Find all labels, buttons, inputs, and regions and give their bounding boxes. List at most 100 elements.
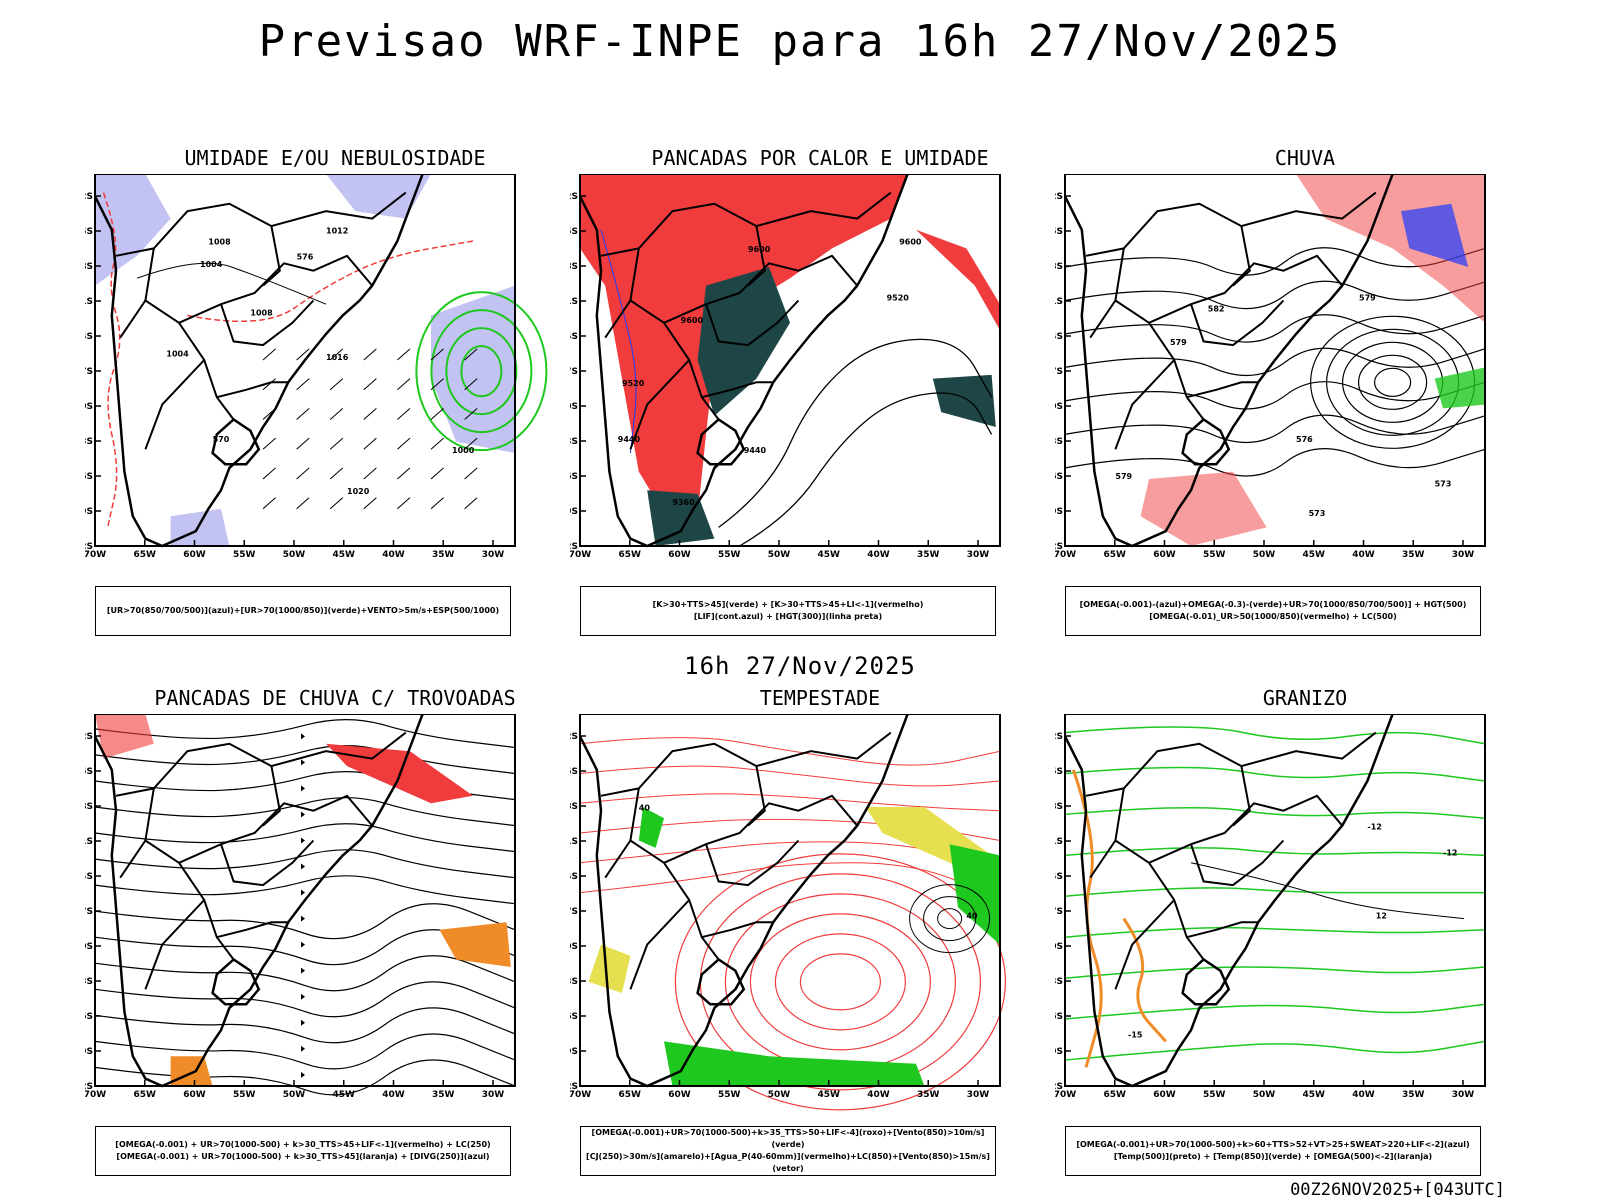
lon-label: 50W <box>768 550 791 560</box>
lat-label: 21S <box>1055 837 1063 847</box>
wind-vector <box>363 497 377 510</box>
legend-line: [OMEGA(-0.001)+UR>70(1000-500)+k>35_TTS>… <box>591 1128 985 1149</box>
lon-label: 45W <box>1303 1090 1326 1100</box>
contour-label: 9600 <box>681 316 704 325</box>
humidity-area <box>326 174 431 219</box>
country-border <box>144 248 235 421</box>
country-border <box>629 248 720 421</box>
country-border <box>144 788 235 961</box>
streamline <box>94 1033 516 1070</box>
lat-label: 36S <box>570 472 578 482</box>
contour-label: 1008 <box>250 308 273 317</box>
contour-label: 576 <box>297 253 314 262</box>
contour-label: 1012 <box>326 227 348 236</box>
thunder-area <box>95 714 154 759</box>
lon-label: 40W <box>382 1090 405 1100</box>
rain-area <box>1401 203 1469 267</box>
contour-label: 40 <box>639 804 651 813</box>
panel-title: CHUVA <box>1274 146 1336 170</box>
lat-label: 18S <box>1055 802 1063 812</box>
streamline <box>774 933 906 1031</box>
country-border <box>705 299 800 347</box>
country-border <box>1089 299 1117 339</box>
lon-label: 40W <box>867 550 890 560</box>
country-border <box>220 299 315 347</box>
contour-label: 1004 <box>200 260 223 269</box>
lat-label: 36S <box>1055 472 1063 482</box>
streamline <box>579 765 1001 787</box>
wind-vector <box>430 467 444 480</box>
wind-vector <box>329 497 344 510</box>
map-frame <box>94 174 516 547</box>
lon-label: 50W <box>283 550 306 560</box>
streamline-arrow <box>301 967 305 974</box>
country-border <box>211 957 261 1006</box>
country-border <box>220 839 315 887</box>
wind-area <box>664 1041 925 1086</box>
contour-label: 9440 <box>744 446 767 455</box>
lon-label: 40W <box>1352 550 1375 560</box>
wind-vector <box>909 884 991 954</box>
lat-label: 21S <box>1055 297 1063 307</box>
map-umidade: 1008 1004 1012 1016 1020 1008 1004 570 1000 576 12… <box>85 174 548 560</box>
wind-vector <box>464 378 478 391</box>
country-border <box>262 765 281 827</box>
streamline <box>94 797 516 827</box>
lon-label: 45W <box>818 1090 841 1100</box>
height-contour <box>1064 448 1486 477</box>
country-border <box>216 921 289 939</box>
temp-contour <box>1064 966 1486 979</box>
legend-line: [LIF](cont.azul) + [HGT(300)](linha pret… <box>693 612 883 621</box>
lat-label: 24S <box>570 872 578 882</box>
coastline <box>578 714 909 1088</box>
map-frame <box>1064 174 1486 547</box>
wind-vector <box>329 378 344 391</box>
lon-label: 40W <box>1352 1090 1375 1100</box>
wind-vector <box>397 348 411 361</box>
lon-label: 60W <box>183 550 206 560</box>
lon-label: 70W <box>1055 550 1076 560</box>
contour-label: 40 <box>966 912 978 921</box>
wind-vector <box>296 437 310 450</box>
thunder-area <box>439 922 511 967</box>
height-contour <box>1064 414 1486 444</box>
rain-area <box>1434 367 1485 409</box>
country-border <box>119 299 147 339</box>
lat-label: 36S <box>570 1012 578 1022</box>
lat-label: 27S <box>1055 907 1063 917</box>
lon-label: 70W <box>570 550 591 560</box>
country-border <box>144 359 205 450</box>
lat-label: 42S <box>85 1082 93 1092</box>
wind-vector <box>464 437 478 450</box>
country-border <box>747 765 766 827</box>
streamline-arrow <box>301 785 305 792</box>
lon-label: 60W <box>668 550 691 560</box>
wind-vector <box>363 378 377 391</box>
lon-label: 50W <box>1253 1090 1276 1100</box>
streamline-arrow <box>301 811 305 818</box>
lat-label: 33S <box>1055 437 1063 447</box>
lon-label: 60W <box>668 1090 691 1100</box>
lat-label: 30S <box>1055 942 1063 952</box>
lat-label: 24S <box>1055 872 1063 882</box>
lon-label: 65W <box>1104 550 1127 560</box>
lon-label: 30W <box>1452 550 1475 560</box>
lat-label: 39S <box>85 507 93 517</box>
lat-label: 30S <box>1055 402 1063 412</box>
country-border <box>1085 731 1377 797</box>
thickness-contour <box>187 240 474 323</box>
coastline <box>578 174 909 548</box>
height-contour <box>1064 280 1486 310</box>
country-border <box>262 225 281 287</box>
contour-label: 9440 <box>618 435 641 444</box>
streamline-arrow <box>301 993 305 1000</box>
country-border <box>1085 191 1377 257</box>
wind-vector <box>296 467 310 480</box>
lat-label: 42S <box>85 542 93 552</box>
country-border <box>629 788 720 961</box>
lon-label: 45W <box>333 1090 356 1100</box>
panel-legend: [UR>70(850/700/500)](azul)+[UR>70(1000/8… <box>95 586 511 636</box>
streamline <box>749 913 931 1051</box>
wind-vector <box>363 348 377 361</box>
contour-label: 1000 <box>452 446 475 455</box>
